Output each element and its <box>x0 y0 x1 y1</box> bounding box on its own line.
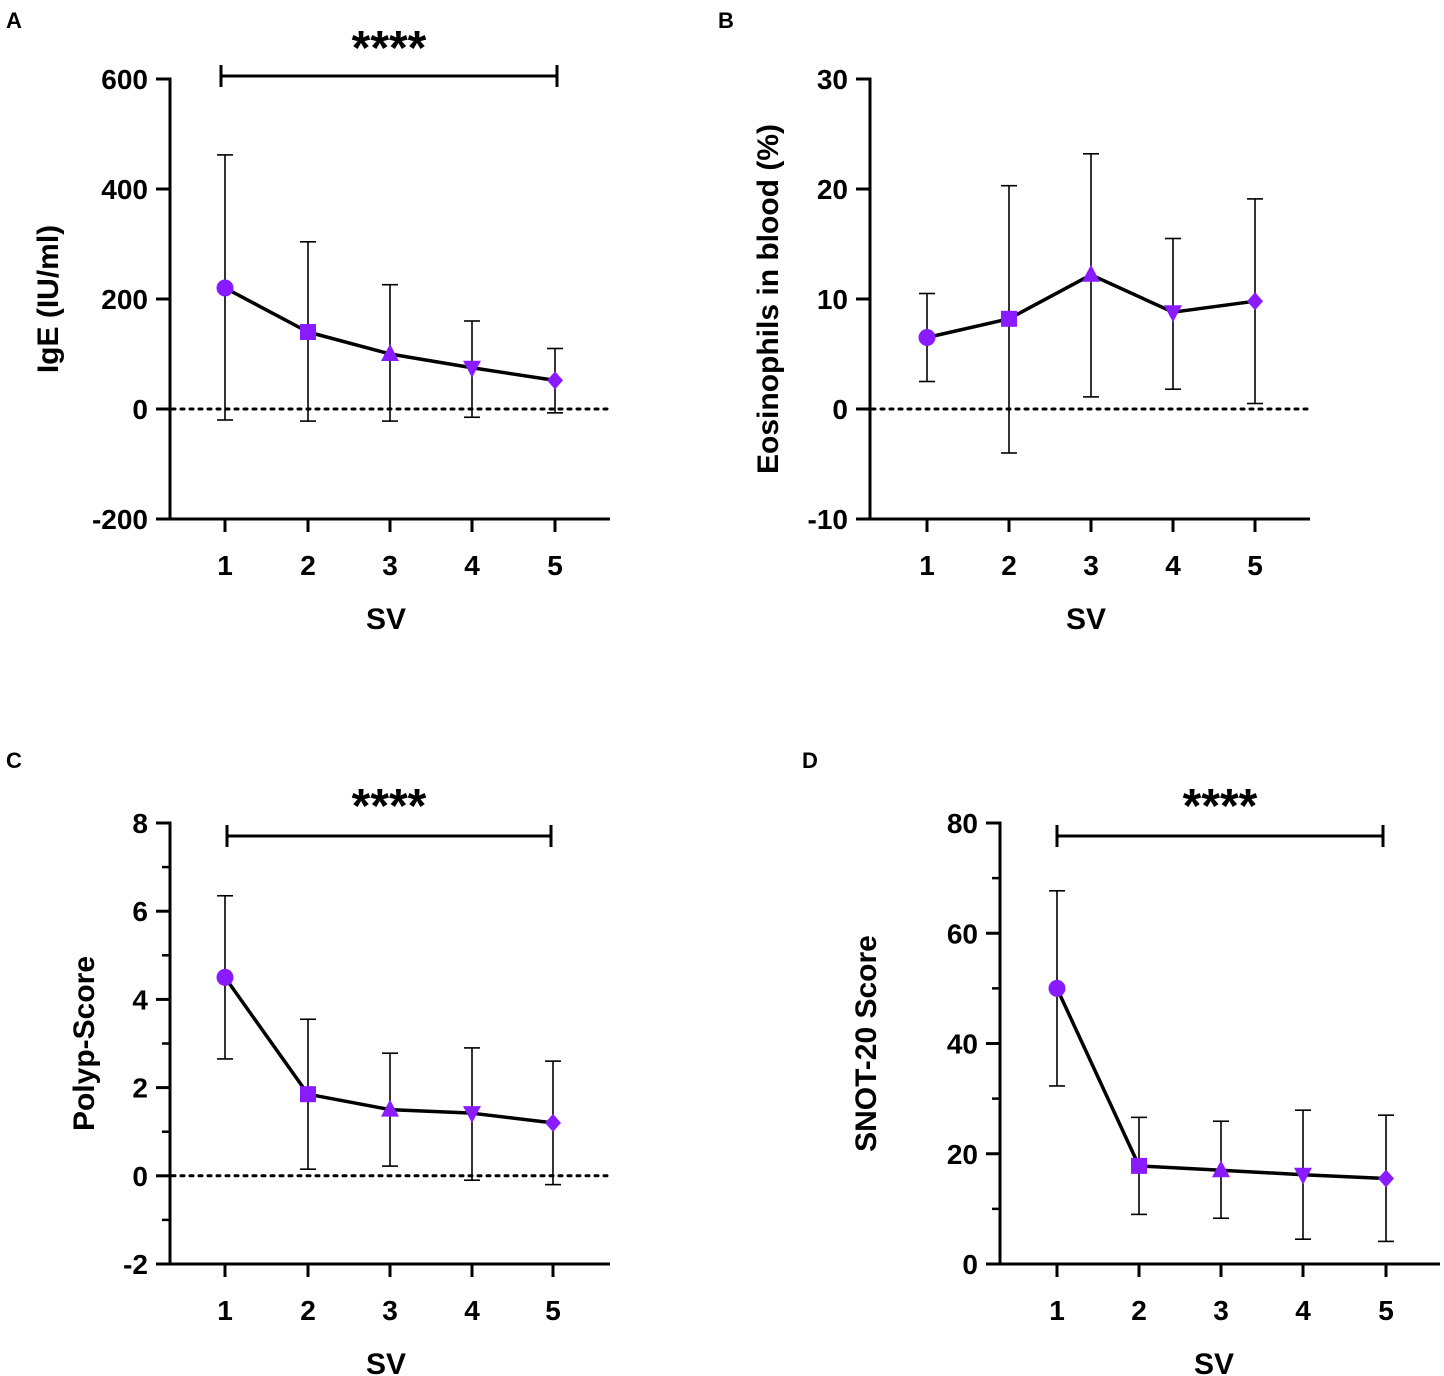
y-tick-label: 30 <box>817 64 848 95</box>
x-tick-label: 1 <box>919 550 935 581</box>
x-tick-label: 1 <box>217 1295 233 1326</box>
chart-panel-a: A -200 0 200 400 600 1 2 3 4 5 SV IgE (IU/ml) **** <box>6 8 610 636</box>
y-tick-label: 0 <box>132 1161 148 1192</box>
x-axis-title: SV <box>366 603 406 636</box>
x-tick-label: 1 <box>217 550 233 581</box>
y-tick-label: 20 <box>817 174 848 205</box>
y-tick-label: -2 <box>123 1249 148 1280</box>
data-point-triangle-down <box>1164 305 1182 323</box>
y-tick-label: 10 <box>817 284 848 315</box>
data-point-triangle-down <box>1294 1167 1312 1185</box>
data-point-diamond <box>545 1113 561 1132</box>
x-tick-label: 4 <box>464 1295 480 1326</box>
x-tick-label: 4 <box>464 550 480 581</box>
panel-label: C <box>6 748 22 773</box>
y-tick-label: 0 <box>962 1249 978 1280</box>
panel-label: B <box>718 8 734 33</box>
significance-stars: **** <box>1183 780 1258 833</box>
panel-label: A <box>6 8 22 33</box>
x-tick-label: 1 <box>1049 1295 1065 1326</box>
data-point-circle <box>216 968 234 986</box>
data-point-triangle-down <box>463 1106 481 1124</box>
panel-label: D <box>802 748 818 773</box>
x-tick-label: 2 <box>300 550 316 581</box>
x-tick-label: 4 <box>1295 1295 1311 1326</box>
chart-panel-c: C -2 0 2 4 6 8 1 2 3 4 5 SV Polyp-Score **** <box>6 748 610 1376</box>
x-axis-title: SV <box>366 1348 406 1376</box>
data-point-triangle-up <box>1082 264 1100 282</box>
y-axis-title: SNOT-20 Score <box>850 935 883 1152</box>
data-point-triangle-up <box>1212 1160 1230 1178</box>
data-point-circle <box>918 329 936 346</box>
y-tick-label: -200 <box>92 504 148 535</box>
y-tick-label: 600 <box>101 64 148 95</box>
y-axis-title: IgE (IU/ml) <box>32 225 65 373</box>
data-point-circle <box>1048 979 1066 997</box>
y-axis-title: Polyp-Score <box>68 956 101 1131</box>
chart-panel-b: B -10 0 10 20 30 1 2 3 4 5 SV Eosinophils in blood (… <box>718 8 1310 636</box>
data-point-square <box>300 1086 316 1103</box>
x-tick-label: 2 <box>1131 1295 1147 1326</box>
data-point-square <box>1001 310 1017 327</box>
y-tick-label: 0 <box>132 394 148 425</box>
significance-stars: **** <box>352 780 427 833</box>
chart-panel-d: D 0 20 40 60 80 1 2 3 4 5 SV SNOT-20 Score **** <box>802 748 1440 1376</box>
y-tick-label: 4 <box>132 984 148 1015</box>
x-tick-label: 5 <box>547 550 563 581</box>
data-point-triangle-up <box>381 344 399 361</box>
data-point-diamond <box>1247 292 1263 311</box>
significance-stars: **** <box>352 22 427 75</box>
y-tick-label: 20 <box>947 1139 978 1170</box>
y-tick-label: -10 <box>808 504 848 535</box>
y-tick-label: 2 <box>132 1073 148 1104</box>
y-tick-label: 6 <box>132 896 148 927</box>
x-tick-label: 3 <box>1213 1295 1229 1326</box>
y-tick-label: 60 <box>947 918 978 949</box>
y-axis-title: Eosinophils in blood (%) <box>752 124 785 474</box>
x-tick-label: 3 <box>1083 550 1099 581</box>
data-point-triangle-down <box>463 360 481 378</box>
x-tick-label: 5 <box>545 1295 561 1326</box>
x-tick-label: 5 <box>1247 550 1263 581</box>
x-tick-label: 2 <box>1001 550 1017 581</box>
y-tick-label: 400 <box>101 174 148 205</box>
data-point-circle <box>216 279 234 297</box>
y-tick-label: 8 <box>132 808 148 839</box>
data-point-square <box>1131 1157 1147 1174</box>
x-tick-label: 3 <box>382 1295 398 1326</box>
y-tick-label: 200 <box>101 284 148 315</box>
y-tick-label: 40 <box>947 1029 978 1060</box>
data-point-diamond <box>1378 1169 1394 1188</box>
data-point-triangle-up <box>381 1099 399 1117</box>
data-point-diamond <box>547 371 563 390</box>
x-tick-label: 3 <box>382 550 398 581</box>
y-tick-label: 0 <box>832 394 848 425</box>
x-axis-title: SV <box>1194 1348 1234 1376</box>
x-tick-label: 5 <box>1378 1295 1394 1326</box>
x-tick-label: 4 <box>1165 550 1181 581</box>
y-tick-label: 80 <box>947 808 978 839</box>
data-point-square <box>300 324 316 340</box>
x-axis-title: SV <box>1066 603 1106 636</box>
x-tick-label: 2 <box>300 1295 316 1326</box>
series-line <box>223 976 554 1125</box>
